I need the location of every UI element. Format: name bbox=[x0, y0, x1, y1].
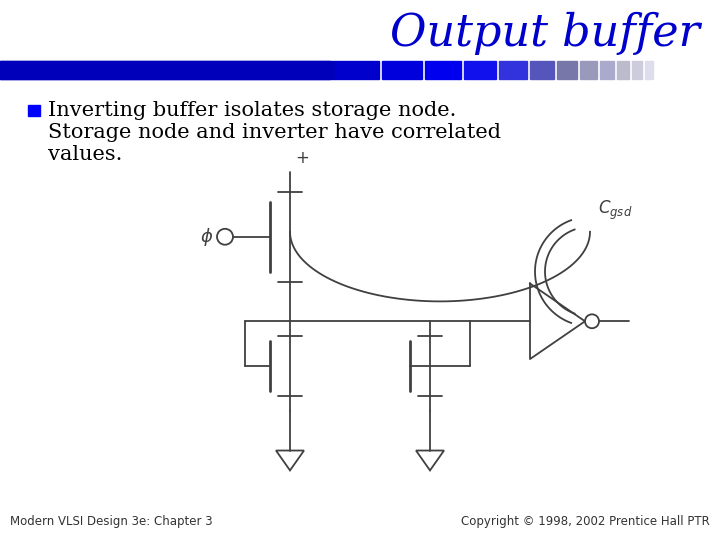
Bar bbox=[0, 61, 335, 79]
Bar bbox=[600, 61, 614, 79]
Circle shape bbox=[585, 314, 599, 328]
Bar bbox=[632, 61, 642, 79]
Bar bbox=[617, 61, 629, 79]
Text: Storage node and inverter have correlated: Storage node and inverter have correlate… bbox=[48, 123, 501, 142]
Bar bbox=[382, 61, 422, 79]
Bar bbox=[580, 61, 597, 79]
Text: $\phi$: $\phi$ bbox=[199, 226, 213, 248]
Bar bbox=[0, 61, 330, 79]
Bar bbox=[557, 61, 577, 79]
Bar bbox=[425, 61, 461, 79]
Text: Inverting buffer isolates storage node.: Inverting buffer isolates storage node. bbox=[48, 101, 456, 120]
Text: Output buffer: Output buffer bbox=[390, 12, 700, 55]
Text: +: + bbox=[295, 149, 309, 167]
Text: Modern VLSI Design 3e: Chapter 3: Modern VLSI Design 3e: Chapter 3 bbox=[10, 515, 212, 528]
Text: $C_{gsd}$: $C_{gsd}$ bbox=[598, 199, 632, 222]
Bar bbox=[28, 105, 40, 117]
Bar bbox=[464, 61, 496, 79]
Bar bbox=[499, 61, 527, 79]
Bar bbox=[645, 61, 653, 79]
Circle shape bbox=[217, 229, 233, 245]
Text: Copyright © 1998, 2002 Prentice Hall PTR: Copyright © 1998, 2002 Prentice Hall PTR bbox=[462, 515, 710, 528]
Text: values.: values. bbox=[48, 145, 122, 164]
Bar bbox=[530, 61, 554, 79]
Bar bbox=[335, 61, 379, 79]
